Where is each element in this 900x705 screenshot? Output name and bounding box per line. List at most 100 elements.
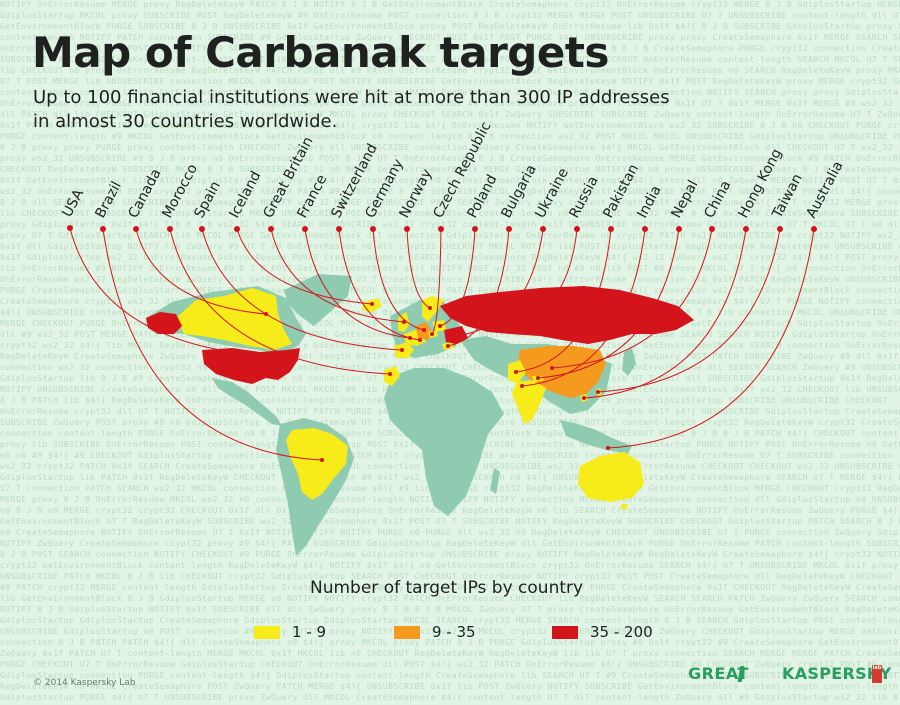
target-dot-brazil	[320, 458, 324, 462]
target-dot-hong-kong	[582, 396, 586, 400]
background-code-line: RegDeleteKeyW n0 MKCOL CreateSemaphore P…	[0, 682, 899, 691]
label-dot-morocco	[167, 226, 173, 232]
target-dot-russia	[518, 316, 522, 320]
leader-line-bulgaria	[447, 228, 510, 347]
page-subtitle: Up to 100 financial institutions were hi…	[33, 86, 733, 134]
copyright-text: © 2014 Kaspersky Lab	[33, 678, 136, 688]
label-dot-germany	[370, 226, 376, 232]
fill-india	[512, 380, 546, 424]
background-code-line: PURGE content-length #9 MKCOL GetEnviron…	[0, 132, 900, 141]
background-code-line: lib OnErrorResume #9 NOTIFY OnErrorResum…	[0, 264, 900, 273]
background-code-line: dll PATCH dll lib CHECKOUT GdiplusStartu…	[0, 110, 900, 119]
background-code-line: content-length NOTIFY PATCH connection S…	[0, 33, 900, 42]
label-dot-iceland	[234, 226, 240, 232]
country-label-iceland: Iceland	[226, 169, 264, 221]
legend-label-medium: 9 - 35	[432, 623, 476, 641]
background-code-line: ws2_32 OnErrorResume #9 POST crypt32 pro…	[0, 187, 900, 196]
target-dot-switzerland	[418, 338, 422, 342]
background-code-line: proxy GdiplusStartup 0x1f $4!{ lib 8 J B…	[0, 220, 900, 229]
legend-item-medium: 9 - 35	[394, 623, 476, 641]
background-code-line: GdiplusStartup GdiplusStartup CreateSema…	[0, 616, 900, 625]
target-dot-poland	[438, 324, 442, 328]
leader-line-russia	[519, 228, 578, 319]
land-central-america	[212, 378, 282, 426]
country-label-norway: Norway	[396, 166, 435, 220]
land-southeast-asia	[560, 420, 632, 454]
background-code-line: U7 T POST MERGE lib UNSUBSCRIBE connecti…	[0, 77, 900, 86]
subtitle-line-2: in almost 30 countries worldwide.	[33, 111, 338, 132]
fill-usa	[202, 348, 300, 384]
background-code-line: NOTIFY OnErrorResume MERGE proxy RegDele…	[0, 0, 900, 9]
leader-line-ukraine	[455, 228, 544, 337]
target-dot-germany	[422, 328, 426, 332]
country-fills	[146, 286, 694, 510]
leader-line-france	[304, 228, 411, 339]
leader-line-usa	[69, 227, 273, 357]
background-code-line: 0x1f PATCH 0x1f SUBSCRIBE RegDeleteKeyW …	[0, 121, 900, 130]
target-dot-china	[550, 366, 554, 370]
fill-russia	[440, 286, 694, 344]
background-code-line: NOTIFY 8 J B GdiplusStartup NOTIFY 0x1f …	[0, 605, 900, 614]
leader-line-taiwan	[597, 228, 781, 393]
country-label-australia: Australia	[803, 159, 846, 221]
great-logo: GREAT	[688, 664, 749, 683]
label-dot-canada	[133, 226, 139, 232]
legend-label-low: 1 - 9	[292, 623, 327, 641]
country-label-poland: Poland	[464, 172, 500, 221]
legend-item-low: 1 - 9	[254, 623, 327, 641]
background-code-line: 0x1f dll GdiplusStartup NOTIFY lib ZwQue…	[0, 242, 900, 251]
leader-line-norway	[406, 228, 431, 309]
fill-australia-tasmania	[620, 504, 628, 510]
background-code-line: OnErrorResume 8 J B dll POST lib NOTIFY …	[0, 44, 900, 53]
leader-line-india	[521, 228, 646, 387]
leader-line-czech-republic	[431, 228, 442, 335]
background-code-line: UNSUBSCRIBE GdiplusStartup n0 POST conne…	[0, 627, 900, 636]
background-code-line: ZwQuery 0x1f PATCH U7 T content-length M…	[0, 649, 900, 658]
label-dot-switzerland	[336, 226, 342, 232]
background-code-line: connection ws2_32 connection crypt32 n0 …	[0, 363, 900, 372]
label-dot-ukraine	[540, 226, 546, 232]
legend-title: Number of target IPs by country	[310, 578, 584, 598]
fill-brazil	[286, 428, 348, 500]
background-code-line: n0 CreateSemaphore NOTIFY OnErrorResume …	[0, 528, 900, 537]
fill-australia	[578, 452, 644, 502]
legend-swatch-high	[552, 625, 578, 639]
background-code-line: connection 8 J B PATCH PATCH $4!{ dll Cr…	[0, 638, 900, 647]
background-code-line: 8 J B proxy proxy PURGE proxy content-le…	[0, 143, 894, 152]
legend-swatch-low	[254, 625, 280, 639]
background-code-line: proxy U7 T GdiplusStartup SEARCH lib MKC…	[0, 231, 900, 240]
label-dot-czech-republic	[438, 226, 444, 232]
legend-item-high: 35 - 200	[552, 623, 653, 641]
legend-swatch-medium	[394, 625, 420, 639]
label-dot-brazil	[100, 226, 106, 232]
leader-line-brazil	[102, 228, 323, 461]
fill-canada	[176, 288, 292, 350]
label-dot-norway	[404, 226, 410, 232]
background-code-line: PURGE CreateSemaphore GdiplusStartup MER…	[0, 286, 900, 295]
background-code-line: GetEnvironmentBlock PURGE SUBSCRIBE 8 J …	[0, 22, 900, 31]
label-dot-hong-kong	[743, 226, 749, 232]
kaspersky-lab-badge: lab	[872, 665, 882, 683]
country-label-taiwan: Taiwan	[769, 171, 806, 221]
label-dot-taiwan	[777, 226, 783, 232]
label-dot-poland	[472, 226, 478, 232]
target-dot-czech-republic	[430, 332, 434, 336]
page-title: Map of Carbanak targets	[32, 28, 609, 77]
background-code-line: CreateSemaphore crypt32 ws2_32 dll 0x1f …	[0, 297, 900, 306]
target-dot-norway	[428, 306, 432, 310]
land-madagascar	[490, 468, 500, 494]
background-code-line: NOTIFY ZwQuery CreateSemaphore crypt32 p…	[0, 539, 900, 548]
target-dot-usa	[270, 354, 274, 358]
background-code-line: GdiplusStartup MKCOL proxy SUBSCRIBE POS…	[0, 11, 900, 20]
fill-alaska	[146, 312, 182, 334]
label-dot-usa	[67, 225, 73, 231]
background-code-line: 8 J B POST SEARCH connection NOTIFY CHEC…	[0, 550, 900, 559]
target-dot-ukraine	[454, 334, 458, 338]
background-code-line: OnErrorResume proxy PURGE POST lib MKCOL…	[0, 99, 894, 108]
background-code-line: OnErrorResume ws2_32 RegDeleteKeyW ZwQue…	[0, 275, 900, 284]
target-dot-pakistan	[514, 370, 518, 374]
leader-line-pakistan	[515, 228, 612, 373]
background-code-line: #9 PATCH crypt32 MERGE content-length Gd…	[0, 583, 900, 592]
target-dot-morocco	[388, 372, 392, 376]
